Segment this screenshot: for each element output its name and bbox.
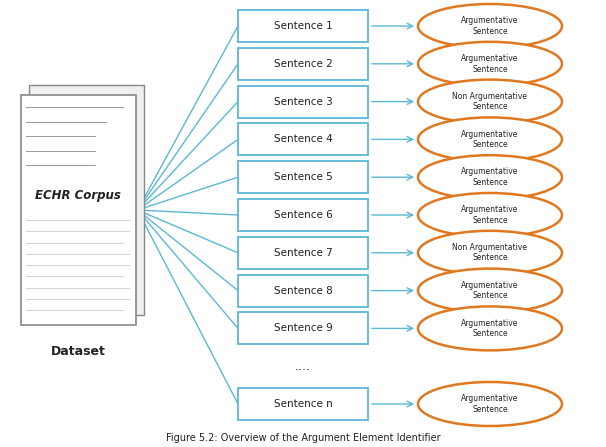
Text: Sentence 2: Sentence 2 xyxy=(274,59,332,69)
Text: Sentence 1: Sentence 1 xyxy=(274,21,332,31)
Text: Argumentative
Sentence: Argumentative Sentence xyxy=(461,205,519,225)
FancyBboxPatch shape xyxy=(238,274,368,307)
Text: ECHR Corpus: ECHR Corpus xyxy=(35,189,121,202)
Text: Argumentative
Sentence: Argumentative Sentence xyxy=(461,394,519,414)
Text: Sentence 9: Sentence 9 xyxy=(274,323,332,333)
Text: Sentence 7: Sentence 7 xyxy=(274,248,332,258)
Text: Non Argumentative
Sentence: Non Argumentative Sentence xyxy=(453,92,527,111)
Text: Argumentative
Sentence: Argumentative Sentence xyxy=(461,281,519,300)
Ellipse shape xyxy=(418,80,562,124)
Text: Argumentative
Sentence: Argumentative Sentence xyxy=(461,168,519,187)
FancyBboxPatch shape xyxy=(28,85,144,315)
Text: Argumentative
Sentence: Argumentative Sentence xyxy=(461,319,519,338)
Text: Argumentative
Sentence: Argumentative Sentence xyxy=(461,130,519,149)
Text: Figure 5.2: Overview of the Argument Element Identifier: Figure 5.2: Overview of the Argument Ele… xyxy=(165,433,441,443)
Text: ....: .... xyxy=(295,360,311,373)
FancyBboxPatch shape xyxy=(21,95,136,325)
FancyBboxPatch shape xyxy=(238,48,368,80)
Ellipse shape xyxy=(418,306,562,350)
Ellipse shape xyxy=(418,118,562,161)
Text: Sentence 6: Sentence 6 xyxy=(274,210,332,220)
Text: Sentence 5: Sentence 5 xyxy=(274,172,332,182)
Ellipse shape xyxy=(418,193,562,237)
Text: Sentence 8: Sentence 8 xyxy=(274,286,332,295)
Ellipse shape xyxy=(418,4,562,48)
FancyBboxPatch shape xyxy=(238,237,368,269)
Ellipse shape xyxy=(418,382,562,426)
FancyBboxPatch shape xyxy=(238,199,368,231)
FancyBboxPatch shape xyxy=(238,161,368,193)
FancyBboxPatch shape xyxy=(238,123,368,156)
Text: Sentence 4: Sentence 4 xyxy=(274,135,332,144)
Ellipse shape xyxy=(418,42,562,86)
Ellipse shape xyxy=(418,155,562,199)
Text: Argumentative
Sentence: Argumentative Sentence xyxy=(461,16,519,36)
Ellipse shape xyxy=(418,269,562,312)
Text: Sentence n: Sentence n xyxy=(274,399,332,409)
FancyBboxPatch shape xyxy=(238,312,368,344)
Text: Non Argumentative
Sentence: Non Argumentative Sentence xyxy=(453,243,527,262)
Text: Dataset: Dataset xyxy=(50,345,105,358)
Ellipse shape xyxy=(418,231,562,275)
FancyBboxPatch shape xyxy=(238,388,368,420)
Text: Sentence 3: Sentence 3 xyxy=(274,97,332,106)
Text: Argumentative
Sentence: Argumentative Sentence xyxy=(461,54,519,73)
FancyBboxPatch shape xyxy=(238,85,368,118)
FancyBboxPatch shape xyxy=(238,10,368,42)
